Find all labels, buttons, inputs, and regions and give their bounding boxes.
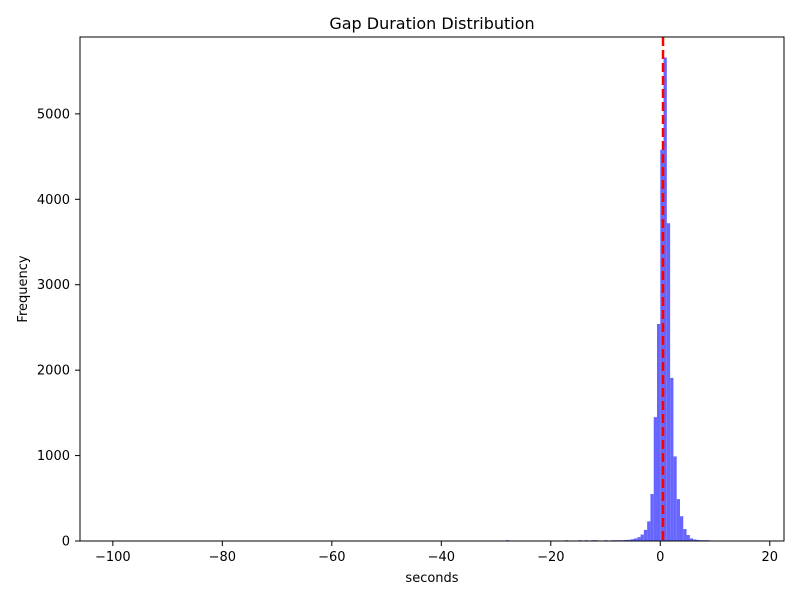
y-axis-label: Frequency bbox=[16, 255, 31, 322]
x-tick-label: −40 bbox=[428, 550, 455, 565]
x-ticks: −100 −80 −60 −40 −20 0 20 bbox=[95, 541, 778, 565]
histogram-bar bbox=[676, 499, 680, 541]
histogram-bar bbox=[627, 539, 631, 541]
histogram-bar bbox=[653, 417, 657, 541]
histogram-bar bbox=[637, 537, 641, 541]
x-axis-label: seconds bbox=[405, 571, 458, 586]
x-tick-label: −60 bbox=[318, 550, 345, 565]
histogram-bar bbox=[689, 538, 694, 541]
histogram-bar bbox=[624, 539, 628, 541]
histogram-bar bbox=[640, 534, 644, 541]
histogram-bar bbox=[660, 149, 664, 541]
histogram-bar bbox=[643, 529, 648, 541]
histogram-bar bbox=[657, 324, 661, 541]
y-ticks: 0 1000 2000 3000 4000 5000 bbox=[37, 107, 80, 550]
histogram-bar bbox=[696, 539, 700, 541]
histogram-bar bbox=[686, 535, 690, 541]
y-tick-label: 2000 bbox=[37, 364, 70, 379]
y-tick-label: 4000 bbox=[37, 193, 70, 208]
x-tick-label: −100 bbox=[95, 550, 131, 565]
histogram-bar bbox=[650, 494, 654, 541]
histogram-bar bbox=[647, 521, 651, 541]
x-tick-label: 0 bbox=[656, 550, 664, 565]
histogram-bar bbox=[673, 456, 677, 541]
bars-layer bbox=[505, 57, 710, 541]
histogram-bar bbox=[666, 223, 671, 541]
chart-title: Gap Duration Distribution bbox=[329, 14, 534, 33]
y-tick-label: 5000 bbox=[37, 107, 70, 122]
histogram-bar bbox=[663, 57, 667, 541]
histogram-bar bbox=[634, 538, 638, 541]
histogram-bar bbox=[630, 539, 634, 541]
histogram-bar bbox=[670, 377, 674, 541]
histogram-bar bbox=[693, 539, 697, 541]
histogram-bar bbox=[683, 529, 687, 541]
y-tick-label: 0 bbox=[62, 535, 70, 550]
histogram-bar bbox=[679, 516, 684, 541]
x-tick-label: −80 bbox=[209, 550, 236, 565]
plot-frame bbox=[79, 36, 785, 542]
x-tick-label: −20 bbox=[537, 550, 564, 565]
y-tick-label: 3000 bbox=[37, 278, 70, 293]
y-tick-label: 1000 bbox=[37, 449, 70, 464]
x-tick-label: 20 bbox=[761, 550, 778, 565]
